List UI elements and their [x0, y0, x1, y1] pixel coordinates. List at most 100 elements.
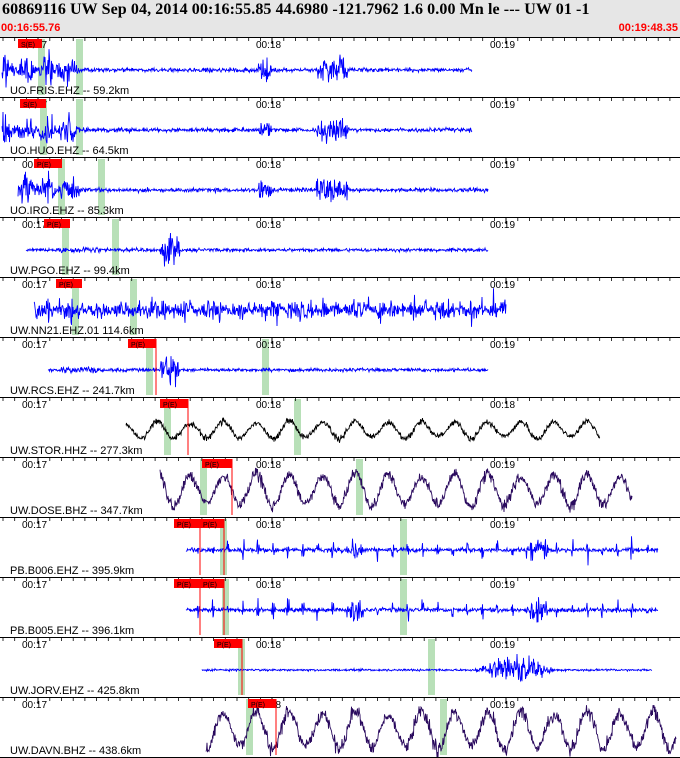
window-start-time: 00:16:55.76: [1, 22, 61, 34]
phase-pick-label: P(E): [177, 582, 191, 589]
station-label: UW.RCS.EHZ -- 241.7km: [10, 385, 135, 397]
phase-pick-flag: [20, 99, 46, 108]
phase-window-marker: [164, 399, 171, 455]
time-tick-label: 00:17: [22, 340, 47, 351]
station-label: UO.HUO.EHZ -- 64.5km: [10, 145, 129, 157]
event-title: 60869116 UW Sep 04, 2014 00:16:55.85 44.…: [2, 1, 590, 18]
phase-pick-flag: [200, 519, 224, 528]
time-tick-label: 00:19: [490, 580, 515, 591]
time-tick-label: 00:17: [22, 700, 47, 711]
time-tick-label: 00:17: [22, 280, 47, 291]
seismogram-trace: [125, 417, 601, 443]
time-tick-label: 00:18: [256, 340, 281, 351]
seismogram-trace: [1, 111, 473, 144]
phase-pick-label: P(E): [203, 582, 217, 589]
station-label: UO.IRO.EHZ -- 85.3km: [10, 205, 124, 217]
phase-pick-flag: [202, 459, 232, 468]
phase-pick-flag: [248, 699, 276, 708]
time-tick-label: 00:19: [490, 160, 515, 171]
phase-window-marker: [76, 99, 83, 155]
seismogram-panels: 00:17 00:18 00:19 S(E) UO.FRIS.EHZ -- 59.2km…: [0, 37, 680, 758]
phase-pick-label: P(E): [131, 342, 145, 349]
phase-window-marker: [112, 219, 119, 275]
station-label: UW.DAVN.BHZ -- 438.6km: [10, 745, 141, 757]
phase-window-marker: [400, 579, 407, 635]
window-end-time: 00:19:48.35: [618, 22, 678, 34]
station-panel: 00:17 00:18 00:19 P(E) P(E) PB.B005.EHZ -- 39…: [0, 577, 680, 637]
phase-pick-label: P(E): [59, 282, 73, 289]
phase-window-marker: [58, 159, 65, 215]
time-tick-label: 00:18: [256, 520, 281, 531]
station-panel: 00:17 00:18 00:19 P(E) UW.JORV.EHZ -- 425.8k…: [0, 637, 680, 697]
phase-window-marker: [222, 579, 229, 635]
phase-pick-label: P(E): [251, 702, 265, 709]
seismogram-trace: [25, 232, 489, 267]
phase-pick-label: P(E): [203, 522, 217, 529]
phase-pick-flag: [160, 399, 188, 408]
time-tick-label: 00:18: [256, 640, 281, 651]
phase-pick-label: P(E): [217, 642, 231, 649]
phase-window-marker: [294, 399, 301, 455]
seismogram-trace: [17, 170, 489, 204]
time-tick-label: 00:17: [22, 640, 47, 651]
phase-window-marker: [428, 639, 435, 695]
phase-window-marker: [72, 279, 79, 335]
phase-pick-label: P(E): [163, 402, 177, 409]
station-panel: 00:17 00:18 00:19 P(E) P(E) PB.B006.EHZ -- 39…: [0, 517, 680, 577]
station-label: UW.PGO.EHZ -- 99.4km: [10, 265, 130, 277]
time-tick-label: 00:18: [490, 400, 515, 411]
phase-pick-label: P(E): [177, 522, 191, 529]
time-tick-label: 00:17: [22, 220, 47, 231]
phase-window-marker: [76, 39, 83, 95]
time-tick-label: 00:18: [256, 460, 281, 471]
phase-window-marker: [200, 459, 207, 515]
phase-window-marker: [146, 339, 153, 395]
station-panel: 00:17 00:18 00:19 P(E) UW.PGO.EHZ -- 99.4km: [0, 217, 680, 277]
phase-pick-flag: [174, 579, 200, 588]
time-tick-label: 00:18: [256, 40, 281, 51]
phase-window-marker: [40, 99, 47, 155]
station-panel: 00:17 00:18 00:19 P(E) UW.DOSE.BHZ -- 347.7k…: [0, 457, 680, 517]
phase-pick-flag: [44, 219, 70, 228]
phase-pick-label: P(E): [47, 222, 61, 229]
time-tick-label: 00:19: [490, 700, 515, 711]
time-tick-label: 00:19: [490, 460, 515, 471]
time-tick-label: 00:19: [490, 220, 515, 231]
station-panel: 00:17 00:18 00:18 P(E) UW.STOR.HHZ -- 277.3k…: [0, 397, 680, 457]
station-label: UO.FRIS.EHZ -- 59.2km: [10, 85, 129, 97]
seismogram-trace: [1, 49, 473, 88]
time-tick-label: 00:19: [490, 280, 515, 291]
station-panel: 00:17 00:18 00:19 P(E) UW.RCS.EHZ -- 241.7km: [0, 337, 680, 397]
time-tick-label: 00:17: [22, 520, 47, 531]
seismogram-trace: [185, 597, 659, 623]
time-tick-label: 00:19: [490, 40, 515, 51]
station-label: PB.B005.EHZ -- 396.1km: [10, 625, 134, 637]
station-label: PB.B006.EHZ -- 395.9km: [10, 565, 134, 577]
seismogram-trace: [47, 356, 489, 388]
time-tick-label: 00:17: [22, 580, 47, 591]
seismogram-trace: [185, 536, 659, 566]
phase-pick-flag: [34, 159, 62, 168]
time-tick-label: 00:19: [490, 640, 515, 651]
phase-pick-flag: [56, 279, 82, 288]
station-label: UW.DOSE.BHZ -- 347.7km: [10, 505, 143, 517]
time-tick-label: 00:18: [256, 220, 281, 231]
station-label: UW.STOR.HHZ -- 277.3km: [10, 445, 142, 457]
phase-window-marker: [98, 159, 105, 215]
station-label: UW.JORV.EHZ -- 425.8km: [10, 685, 140, 697]
phase-pick-flag: [214, 639, 242, 648]
phase-pick-label: S(E): [21, 42, 35, 49]
time-tick-label: 00:18: [256, 100, 281, 111]
phase-pick-flag: [174, 519, 200, 528]
seismogram-trace: [205, 705, 677, 758]
time-tick-label: 00:18: [256, 280, 281, 291]
time-tick-label: 00:18: [256, 400, 281, 411]
seismogram-trace: [201, 653, 653, 683]
seismogram-trace: [159, 467, 633, 513]
phase-window-marker: [440, 699, 447, 755]
phase-pick-flag: [128, 339, 156, 348]
event-header: 60869116 UW Sep 04, 2014 00:16:55.85 44.…: [0, 0, 680, 37]
